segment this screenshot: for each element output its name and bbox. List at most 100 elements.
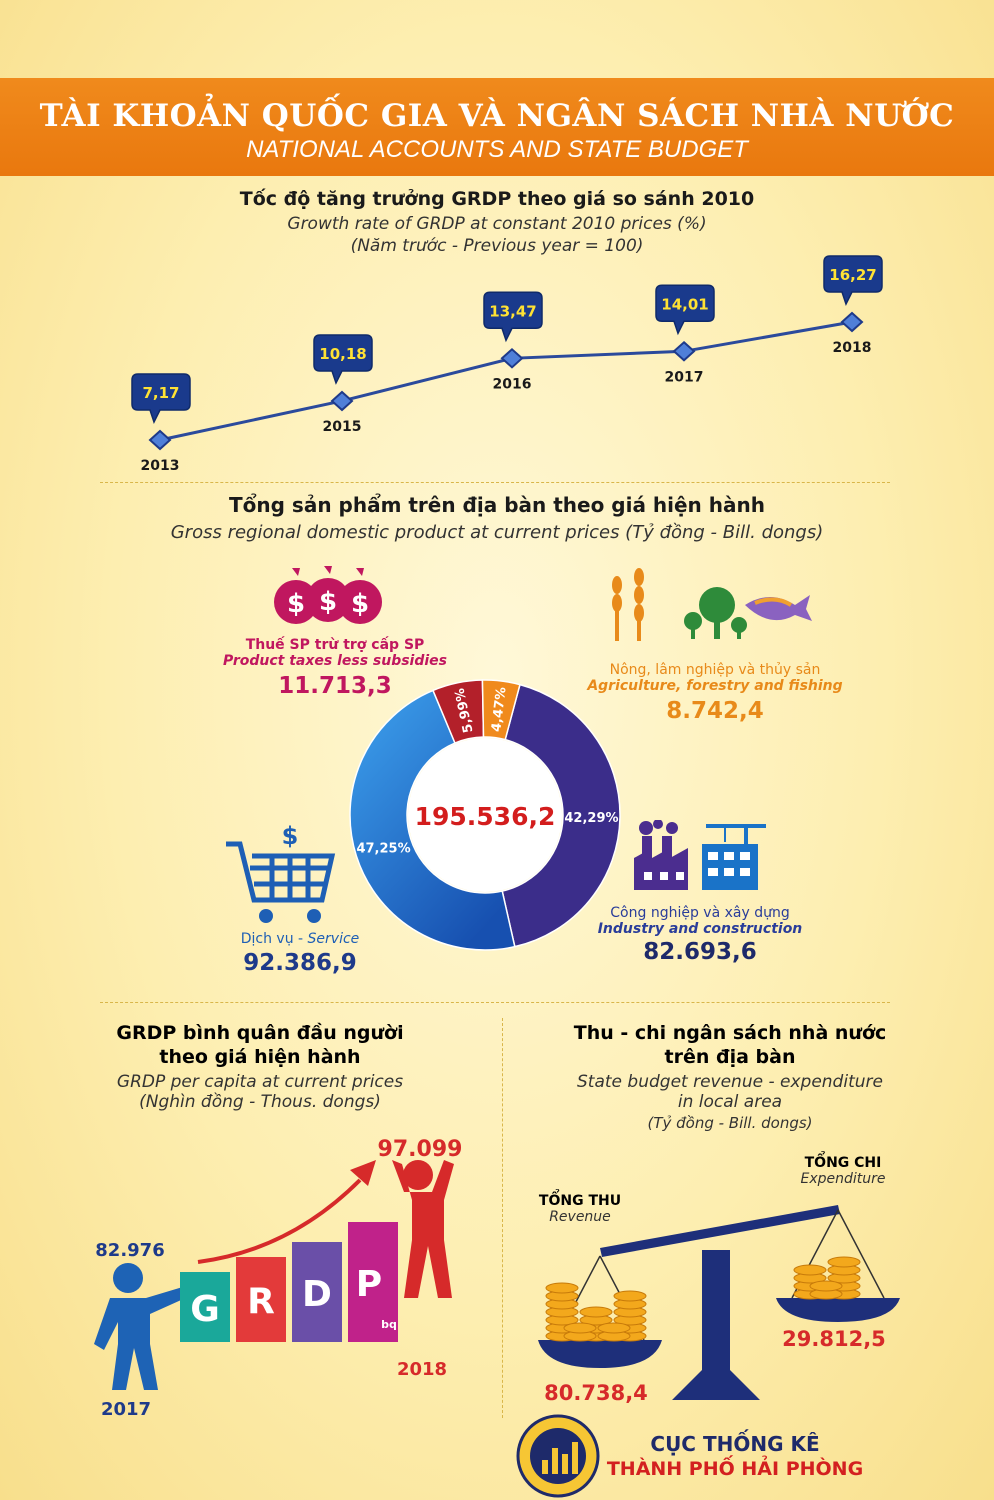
service-value: 92.386,9 [243, 950, 357, 976]
growth-data-label: 16,27 [829, 266, 876, 284]
grdp-letter-bar [180, 1272, 230, 1342]
revenue-label: TỔNG THU Revenue [538, 1193, 622, 1225]
growth-callout [823, 255, 883, 306]
growth-arrow-head [350, 1160, 376, 1186]
growth-callout [655, 284, 715, 336]
donut-slice [481, 679, 521, 741]
growth-point [672, 340, 696, 362]
growth-callout [313, 334, 373, 385]
coin [809, 1280, 843, 1292]
donut-percent-label: 42,29% [564, 811, 618, 826]
coin [579, 1306, 613, 1318]
growth-note: (Năm trước - Previous year = 100) [350, 236, 644, 256]
person-2017-icon [113, 1263, 143, 1293]
growth-title-vi: Tốc độ tăng trưởng GRDP theo giá so sánh… [239, 188, 755, 210]
budget-title: Thu - chi ngân sách nhà nước trên địa bà… [573, 1022, 887, 1132]
growth-data-label: 10,18 [319, 345, 366, 363]
donut-slice [501, 683, 621, 948]
page-title: TÀI KHOẢN QUỐC GIA VÀ NGÂN SÁCH NHÀ NƯỚC [39, 98, 955, 134]
divider-1 [100, 482, 890, 483]
growth-arrow [197, 1178, 362, 1264]
growth-point [840, 311, 864, 333]
growth-point [500, 347, 524, 369]
person-2018-icon [403, 1160, 433, 1190]
revenue-value: 80.738,4 [544, 1381, 648, 1405]
shopping-cart-icon: $ [226, 822, 336, 923]
growth-line-chart: 7,17 2013 10,18 2015 13,47 2016 14,01 2017 16,27… [131, 255, 883, 474]
taxes-value: 11.713,3 [278, 673, 392, 699]
scale-stand [672, 1250, 760, 1400]
vertical-divider [502, 1018, 503, 1418]
coin [597, 1322, 631, 1334]
growth-callout [483, 291, 543, 343]
footer-org-line2: THÀNH PHỐ HẢI PHÒNG [606, 1458, 864, 1480]
growth-year-label: 2013 [141, 458, 180, 474]
footer-org-line1: CỤC THỐNG KÊ [650, 1432, 820, 1456]
gdp-title-vi: Tổng sản phẩm trên địa bàn theo giá hiện… [229, 493, 765, 517]
coin [563, 1322, 597, 1334]
person-2018-body [392, 1160, 454, 1298]
grdp-letter: G [190, 1289, 220, 1330]
divider-2 [100, 1002, 890, 1003]
coin [793, 1264, 827, 1276]
svg-text:$: $ [287, 589, 305, 619]
donut-hole [408, 738, 562, 892]
service-label: Dịch vụ - Service 92.386,9 [170, 930, 430, 976]
donut-slice [349, 689, 516, 951]
grdp-letter-bar [348, 1222, 398, 1342]
svg-text:$: $ [282, 822, 299, 850]
person-2017-body [94, 1286, 190, 1390]
growth-data-label: 13,47 [489, 302, 536, 320]
grdp-letter-bar [292, 1242, 342, 1342]
growth-callout [131, 373, 191, 424]
taxes-label: Thuế SP trừ trợ cấp SP Product taxes les… [200, 637, 470, 699]
donut-percent-label: 4,47% [489, 686, 509, 733]
grdp-subscript: bq [381, 1318, 397, 1331]
page-subtitle: NATIONAL ACCOUNTS AND STATE BUDGET [246, 136, 748, 163]
grdp-letter: P [356, 1264, 382, 1305]
money-bags-icon: $ $ $ [274, 566, 382, 624]
year-2018-label: 2018 [397, 1359, 447, 1380]
factory-icon [634, 820, 766, 890]
industry-value: 82.693,6 [643, 939, 757, 965]
growth-data-label: 7,17 [142, 384, 179, 402]
gdp-donut-chart: 42,29%47,25%5,99% 4,47%195.536,2 [349, 679, 621, 951]
agriculture-icon [612, 568, 812, 641]
growth-year-label: 2018 [833, 340, 872, 356]
growth-year-label: 2016 [493, 376, 532, 392]
expenditure-label: TỔNG CHI Expenditure [800, 1155, 886, 1187]
gdp-title-en: Gross regional domestic product at curre… [170, 522, 824, 543]
coin [827, 1256, 861, 1268]
growth-title-en: Growth rate of GRDP at constant 2010 pri… [287, 214, 707, 234]
coin [545, 1282, 579, 1294]
svg-text:$: $ [351, 589, 369, 619]
growth-point [330, 390, 354, 412]
expenditure-value: 29.812,5 [782, 1327, 886, 1351]
donut-percent-label: 47,25% [356, 841, 410, 856]
growth-point [148, 429, 172, 451]
grdp-letter: D [302, 1274, 332, 1315]
value-2017-label: 82.976 [95, 1240, 164, 1261]
per-capita-title: GRDP bình quân đầu người theo giá hiện h… [116, 1022, 404, 1112]
value-2018-label: 97.099 [378, 1137, 463, 1162]
right-pan [776, 1298, 900, 1322]
industry-label: Công nghiệp và xây dựng Industry and con… [570, 905, 830, 965]
gdp-section-title: Tổng sản phẩm trên địa bàn theo giá hiện… [0, 493, 994, 543]
year-2017-label: 2017 [101, 1399, 151, 1420]
grdp-letter-bar [236, 1257, 286, 1342]
grdp-letter: R [247, 1282, 275, 1323]
growth-section-title: Tốc độ tăng trưởng GRDP theo giá so sánh… [0, 188, 994, 256]
svg-text:$: $ [319, 587, 337, 617]
growth-year-label: 2015 [323, 419, 362, 435]
statistics-office-logo [516, 1414, 600, 1498]
coin [613, 1290, 647, 1302]
agri-value: 8.742,4 [666, 698, 764, 724]
footer-org: CỤC THỐNG KÊ THÀNH PHỐ HẢI PHÒNG [590, 1432, 880, 1480]
left-pan [538, 1340, 662, 1368]
donut-total-label: 195.536,2 [415, 802, 556, 831]
scale-beam [600, 1205, 840, 1257]
growth-data-label: 14,01 [661, 295, 708, 313]
agri-label: Nông, lâm nghiệp và thủy sản Agriculture… [580, 662, 850, 724]
